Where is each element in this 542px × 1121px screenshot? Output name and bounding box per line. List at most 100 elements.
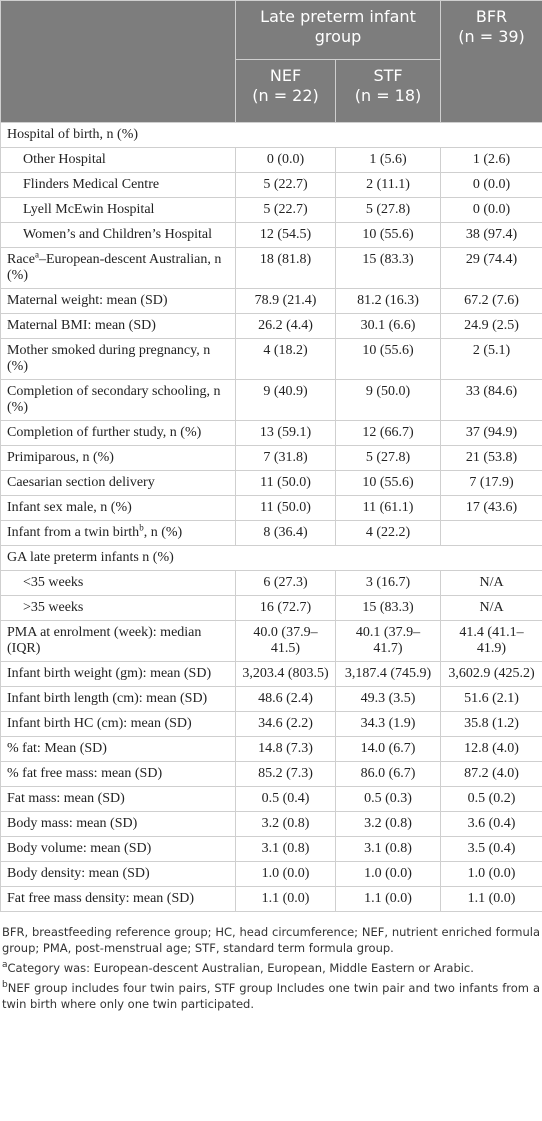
label-text: Completion of further study, n (%) [7,425,202,440]
row-label: Racea–European-descent Australian, n (%) [0,247,236,289]
label-text: Race [7,252,35,267]
value-cell: 6 (27.3) [235,570,336,596]
row-label: Body mass: mean (SD) [0,811,236,837]
value-cell: 40.1 (37.9–41.7) [334,620,442,662]
value-cell: 1.0 (0.0) [334,861,442,887]
value-cell [440,520,542,546]
value-cell: 1.1 (0.0) [235,886,336,912]
label-text: , n (%) [143,525,183,540]
value-cell: 0.5 (0.4) [235,786,336,812]
row-label: % fat: Mean (SD) [0,736,236,762]
footnote-mark: a [34,249,39,260]
value-cell: 49.3 (3.5) [334,686,442,712]
value-cell: 33 (84.6) [440,379,542,421]
value-cell: 5 (27.8) [334,445,442,471]
label-text: % fat: Mean (SD) [7,741,107,756]
header-text: Late preterm infant group [260,7,416,46]
value-cell: 1.0 (0.0) [235,861,336,887]
label-text: >35 weeks [23,600,84,615]
label-text: Infant birth weight (gm): mean (SD) [7,666,212,681]
footnote-mark: b [2,980,8,991]
label-text: Body volume: mean (SD) [7,841,152,856]
row-label: Infant birth weight (gm): mean (SD) [0,661,236,687]
table-row: >35 weeks 16 (72.7) 15 (83.3) N/A [0,595,542,621]
value-cell: 81.2 (16.3) [334,288,442,314]
header-text: (n = 39) [458,27,525,46]
value-cell: 0 (0.0) [235,147,336,173]
value-cell: 10 (55.6) [334,338,442,380]
value-cell: 30.1 (6.6) [334,313,442,339]
value-cell: 1.0 (0.0) [440,861,542,887]
value-cell: 9 (40.9) [235,379,336,421]
row-label: Body volume: mean (SD) [0,836,236,862]
row-label: <35 weeks [0,570,236,596]
table-row: Racea–European-descent Australian, n (%)… [0,247,542,289]
row-label: Infant sex male, n (%) [0,495,236,521]
table-row: Infant birth HC (cm): mean (SD) 34.6 (2.2… [0,711,542,737]
footnote-mark: a [2,960,8,971]
value-cell: 14.8 (7.3) [235,736,336,762]
value-cell: 1.1 (0.0) [440,886,542,912]
value-cell: 26.2 (4.4) [235,313,336,339]
header-text: NEF [269,66,302,85]
label-text: % fat free mass: mean (SD) [7,766,163,781]
section-label: Hospital of birth, n (%) [0,122,542,148]
value-cell: 24.9 (2.5) [440,313,542,339]
value-cell: 34.3 (1.9) [334,711,442,737]
value-cell: 29 (74.4) [440,247,542,289]
label-text: Flinders Medical Centre [23,177,160,192]
value-cell: 2 (5.1) [440,338,542,380]
table-row: Mother smoked during pregnancy, n (%) 4 (… [0,338,542,380]
value-cell: 3.2 (0.8) [235,811,336,837]
row-label: >35 weeks [0,595,236,621]
table-row: % fat: Mean (SD) 14.8 (7.3) 14.0 (6.7) 12.8… [0,736,542,762]
row-label: % fat free mass: mean (SD) [0,761,236,787]
row-label: Women’s and Children’s Hospital [0,222,236,248]
value-cell: N/A [440,595,542,621]
table-row: <35 weeks 6 (27.3) 3 (16.7) N/A [0,570,542,596]
label-text: <35 weeks [23,575,84,590]
value-cell: 3.5 (0.4) [440,836,542,862]
value-cell: 10 (55.6) [334,470,442,496]
value-cell: 1 (2.6) [440,147,542,173]
value-cell: 3,203.4 (803.5) [235,661,336,687]
label-text: Fat mass: mean (SD) [7,791,125,806]
row-label: Fat free mass density: mean (SD) [0,886,236,912]
row-label: PMA at enrolment (week): median (IQR) [0,620,236,662]
row-label: Caesarian section delivery [0,470,236,496]
table-row: % fat free mass: mean (SD) 85.2 (7.3) 86.0… [0,761,542,787]
table-row: Infant birth length (cm): mean (SD) 48.6 … [0,686,542,712]
value-cell: 1 (5.6) [334,147,442,173]
label-text: Maternal BMI: mean (SD) [7,318,156,333]
footnote-text: Category was: European-descent Australia… [7,961,474,975]
value-cell: 16 (72.7) [235,595,336,621]
footnote: aCategory was: European-descent Australi… [2,960,540,976]
nef-header: NEF (n = 22) [235,59,336,123]
value-cell: 87.2 (4.0) [440,761,542,787]
table-row: Body mass: mean (SD) 3.2 (0.8) 3.2 (0.8) 3.… [0,811,542,837]
footnote: bNEF group includes four twin pairs, STF… [2,980,540,1012]
row-label: Body density: mean (SD) [0,861,236,887]
value-cell: 12.8 (4.0) [440,736,542,762]
value-cell: 2 (11.1) [334,172,442,198]
value-cell: 38 (97.4) [440,222,542,248]
label-text: Body mass: mean (SD) [7,816,138,831]
header-text: (n = 22) [252,86,319,105]
label-text: –European-descent Australian, n (%) [7,252,222,283]
footnote-text: NEF group includes four twin pairs, STF … [2,981,540,1011]
value-cell: 3 (16.7) [334,570,442,596]
value-cell: 10 (55.6) [334,222,442,248]
table-row: Fat mass: mean (SD) 0.5 (0.4) 0.5 (0.3) 0.5… [0,786,542,812]
value-cell: 3.2 (0.8) [334,811,442,837]
value-cell: 37 (94.9) [440,420,542,446]
value-cell: 11 (61.1) [334,495,442,521]
label-text: Mother smoked during pregnancy, n (%) [7,343,211,374]
value-cell: 51.6 (2.1) [440,686,542,712]
value-cell: 11 (50.0) [235,470,336,496]
header-text: (n = 18) [354,86,422,105]
value-cell: 78.9 (21.4) [235,288,336,314]
table-row: Infant birth weight (gm): mean (SD) 3,203… [0,661,542,687]
label-text: PMA at enrolment (week): median (IQR) [7,625,202,656]
table-row: Fat free mass density: mean (SD) 1.1 (0.0… [0,886,542,912]
value-cell: 7 (31.8) [235,445,336,471]
